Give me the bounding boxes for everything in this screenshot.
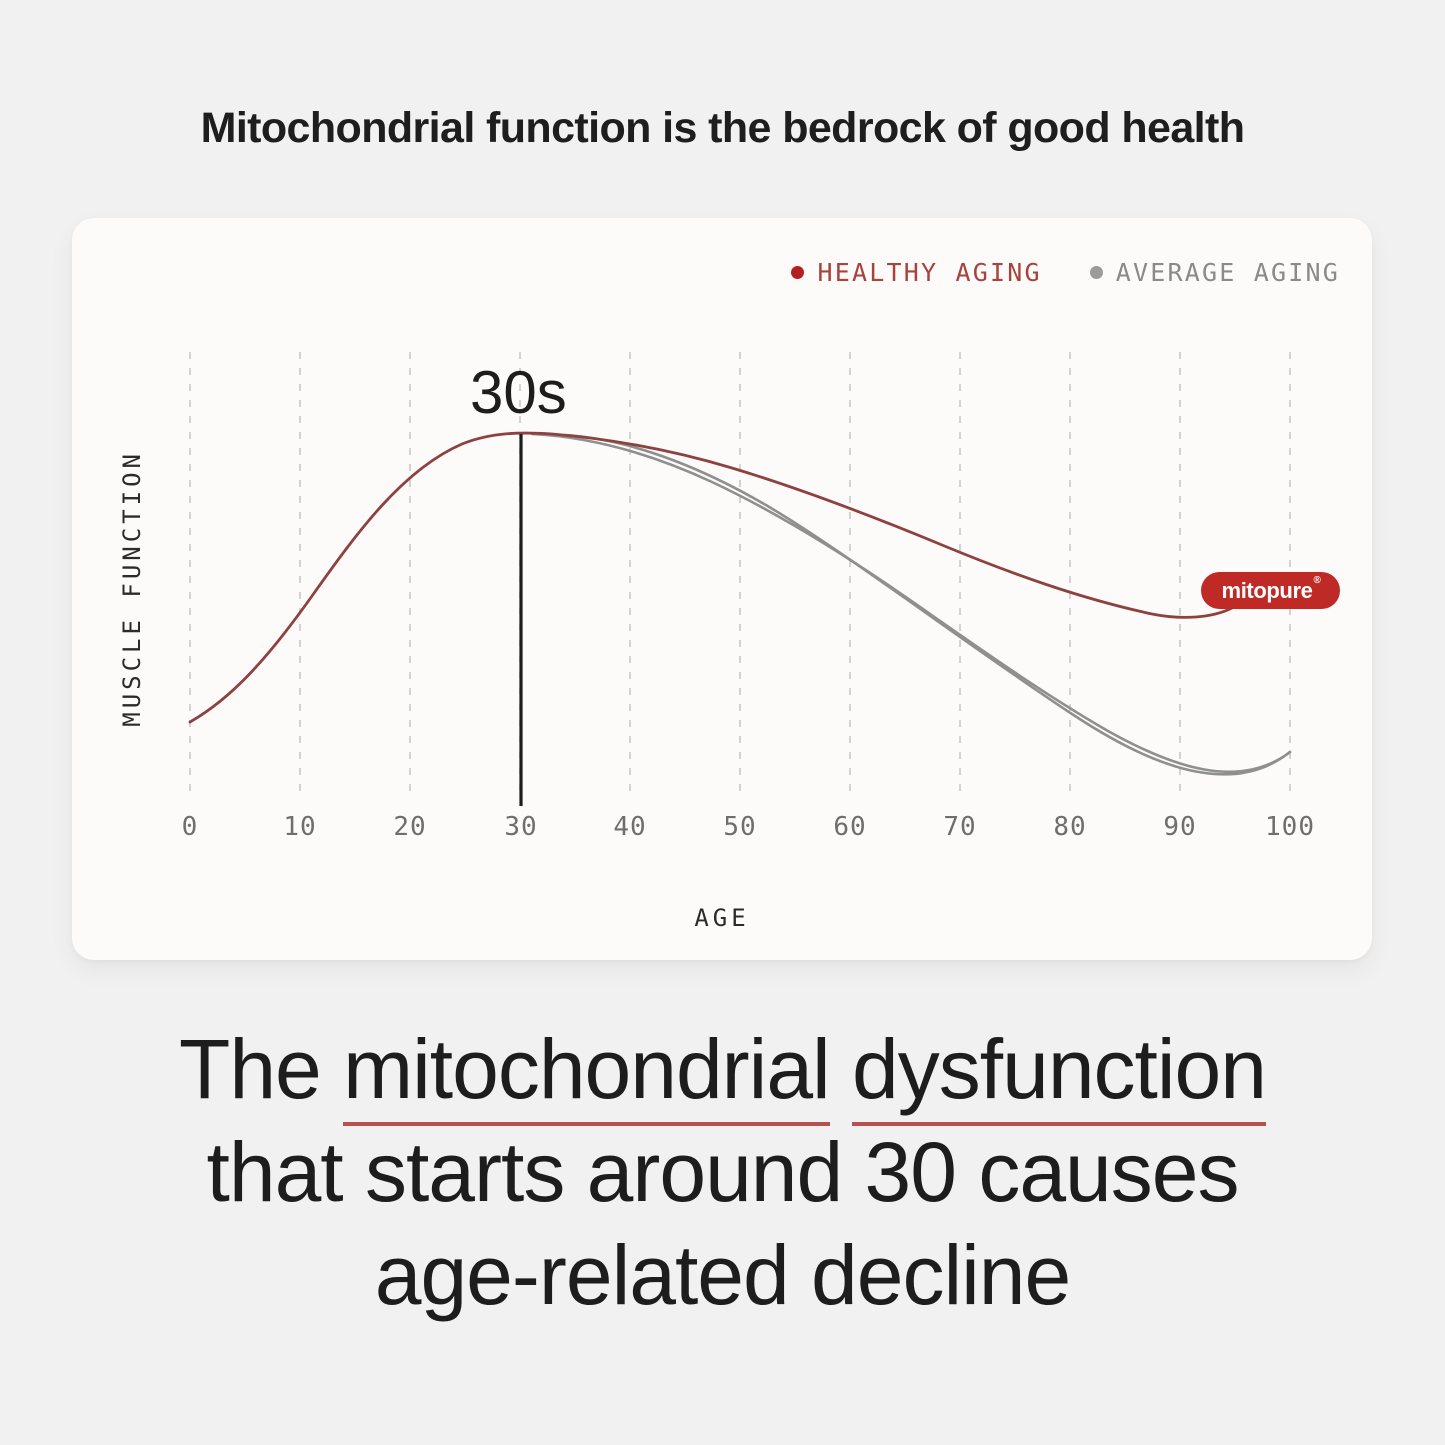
- mitopure-wordmark: mitopure: [1221, 577, 1313, 603]
- caption-line-3: age-related decline: [374, 1228, 1072, 1322]
- caption-line1-mid: [830, 1022, 852, 1116]
- page-title: Mitochondrial function is the bedrock of…: [200, 104, 1245, 152]
- caption-line1-pre: The: [179, 1022, 344, 1116]
- legend-dot-icon: [791, 266, 805, 279]
- x-axis-label: AGE: [694, 904, 750, 932]
- legend-label-average-aging: AVERAGE AGING: [1115, 258, 1340, 287]
- mitopure-badge[interactable]: mitopure®: [1201, 572, 1340, 609]
- chart-plot-area: [188, 352, 1292, 806]
- caption-line-1: The mitochondrial dysfunction: [0, 1018, 1445, 1126]
- chart-gridlines: [189, 352, 1291, 798]
- caption-underlined-dysfunction: dysfunction: [852, 1022, 1267, 1126]
- chart-legend: HEALTHY AGING AVERAGE AGING: [72, 258, 1372, 287]
- caption-underlined-mitochondrial: mitochondrial: [343, 1022, 831, 1126]
- series-healthy-aging: [188, 431, 1234, 724]
- legend-item-average-aging[interactable]: AVERAGE AGING: [1089, 258, 1340, 287]
- registered-mark-icon: ®: [1313, 575, 1321, 587]
- mitopure-badge-label: mitopure®: [1221, 576, 1321, 603]
- legend-dot-icon: [1089, 266, 1103, 279]
- chart-card: HEALTHY AGING AVERAGE AGING: [72, 218, 1372, 960]
- y-axis-label: MUSCLE FUNCTION: [118, 450, 146, 727]
- caption-block: The mitochondrial dysfunction that start…: [0, 1018, 1445, 1327]
- series-average-aging: [563, 433, 1292, 776]
- series-average-aging-path: [530, 432, 1292, 773]
- annotation-30s: 30s: [470, 359, 567, 426]
- legend-item-healthy-aging[interactable]: HEALTHY AGING: [791, 258, 1041, 287]
- legend-label-healthy-aging: HEALTHY AGING: [817, 258, 1042, 287]
- caption-line-2: that starts around 30 causes: [206, 1125, 1240, 1219]
